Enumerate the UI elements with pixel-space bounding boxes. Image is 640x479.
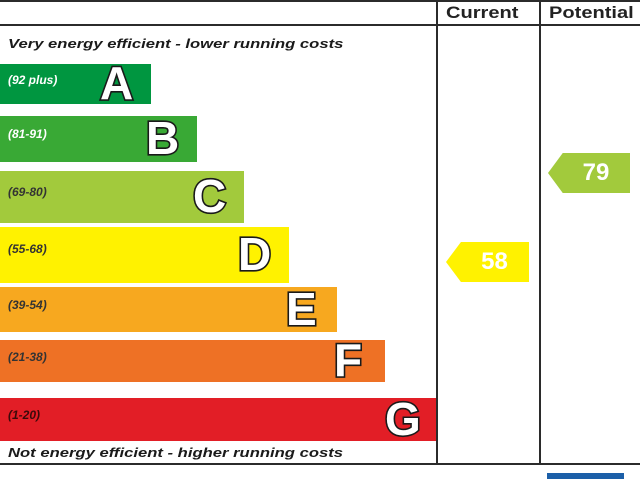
svg-text:D: D <box>238 228 271 280</box>
svg-text:F: F <box>334 334 362 386</box>
svg-text:E: E <box>286 283 317 335</box>
svg-text:G: G <box>385 393 421 445</box>
svg-text:C: C <box>193 170 226 222</box>
svg-text:B: B <box>146 112 179 164</box>
svg-text:A: A <box>100 57 133 109</box>
